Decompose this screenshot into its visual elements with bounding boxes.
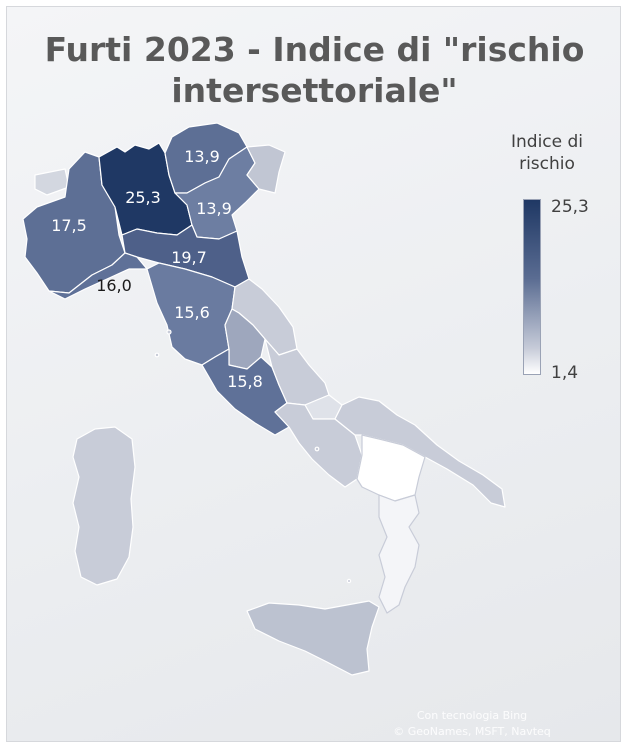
island-elba [166, 329, 172, 335]
island-ischia [314, 446, 320, 452]
label-lazio: 15,8 [227, 372, 263, 391]
label-toscana: 15,6 [174, 303, 210, 322]
label-liguria: 16,0 [96, 276, 132, 295]
region-liguria[interactable] [48, 252, 148, 300]
region-sicilia[interactable] [246, 600, 380, 676]
legend-color-scale [523, 199, 541, 375]
label-piemonte: 17,5 [51, 216, 87, 235]
region-campania[interactable] [274, 402, 363, 488]
legend-title: Indice di rischio [510, 132, 584, 174]
region-friuli[interactable] [246, 144, 286, 194]
region-sardegna[interactable] [72, 426, 136, 586]
credit-line-2: © GeoNames, MSFT, Navteq [393, 725, 551, 738]
region-emilia-romagna[interactable] [121, 224, 250, 288]
island-small [154, 352, 160, 358]
region-valle-aosta[interactable] [34, 168, 70, 196]
italy-map: 13,9 25,3 13,9 17,5 19,7 16,0 15,6 15,8 [22, 122, 506, 676]
island-eolie [346, 578, 352, 584]
map-frame: Furti 2023 - Indice di "rischio interset… [6, 6, 621, 742]
map-title: Furti 2023 - Indice di "rischio interset… [44, 30, 585, 110]
label-trentino: 13,9 [184, 147, 220, 166]
credit-line-1: Con tecnologia Bing [416, 709, 528, 722]
legend-max-value: 25,3 [551, 197, 589, 217]
legend-min-value: 1,4 [551, 363, 579, 383]
label-veneto: 13,9 [196, 199, 232, 218]
label-lombardia: 25,3 [125, 188, 161, 207]
label-emilia-romagna: 19,7 [171, 248, 207, 267]
region-calabria[interactable] [378, 494, 420, 614]
